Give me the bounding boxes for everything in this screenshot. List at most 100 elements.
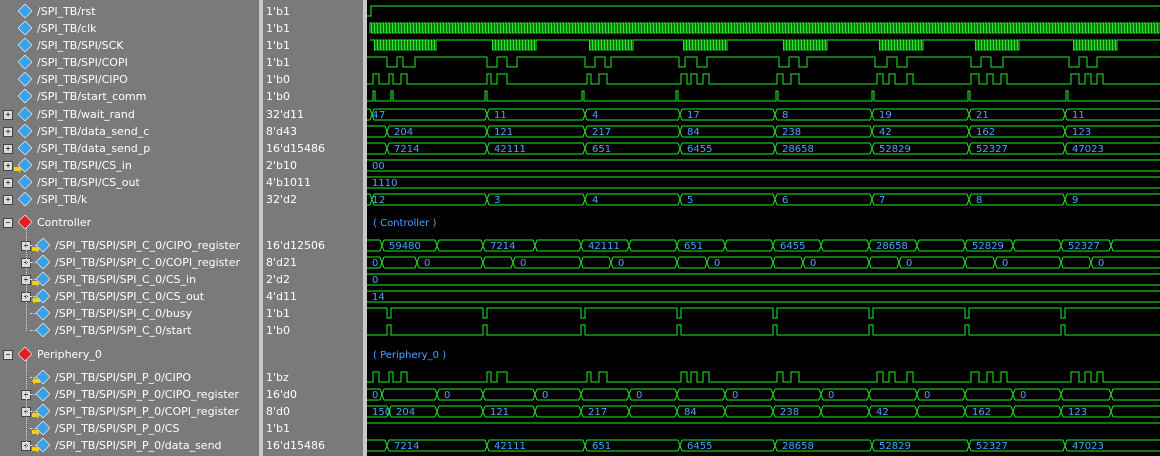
c-cs-in-bus-label: 0	[372, 275, 378, 286]
data-send-p-bus-label: 651	[592, 144, 611, 155]
p-cipo-wave	[367, 371, 1160, 383]
data-send-p-bus-edge	[869, 142, 875, 155]
signal-name[interactable]: /SPI_TB/SPI/CS_out	[37, 176, 140, 189]
expand-icon[interactable]: +	[3, 144, 13, 154]
signal-name[interactable]: /SPI_TB/SPI/CS_in	[37, 159, 132, 172]
signal-name[interactable]: /SPI_TB/SPI/SPI_C_0/CS_in	[55, 273, 197, 286]
data-send-p-bus-edge	[677, 142, 683, 155]
group-name[interactable]: Periphery_0	[37, 348, 102, 361]
signal-name[interactable]: /SPI_TB/SPI/SPI_C_0/CS_out	[55, 290, 205, 303]
signal-value: 1'b1	[266, 56, 291, 69]
signal-name[interactable]: /SPI_TB/SPI/SCK	[37, 39, 124, 52]
signal-value: 16'd0	[266, 388, 298, 401]
k-bus-edge	[582, 193, 588, 206]
signal-name[interactable]: /SPI_TB/SPI/SPI_P_0/CS	[55, 422, 180, 435]
cipo-register-bus-label: 52829	[972, 241, 1004, 252]
wave-pane[interactable]: 4 7 11 4 17 8 19 21 11 204 121 217 84 238 42 162 123 7214…	[367, 0, 1160, 456]
cipo-register-bus-edge	[1010, 239, 1016, 252]
expand-icon[interactable]: +	[3, 127, 13, 137]
p-cipo-register-bus-label: 0	[542, 390, 548, 401]
signal-diamond-icon	[36, 323, 50, 337]
signal-value: 1'b1	[266, 307, 291, 320]
p-copi-register-bus-edge	[1108, 405, 1114, 418]
p-data-send-bus-label: 52327	[976, 441, 1008, 452]
data-send-c-bus-label: 123	[1072, 127, 1091, 138]
p-cipo-register-bus-label: 0	[372, 390, 378, 401]
pane-divider[interactable]	[259, 0, 263, 456]
signal-name[interactable]: /SPI_TB/start_comm	[37, 90, 147, 103]
clk-wave	[369, 22, 1160, 34]
cipo-register-bus-label: 42111	[588, 241, 620, 252]
signal-value: 1'b1	[266, 22, 291, 35]
signal-name[interactable]: /SPI_TB/data_send_p	[37, 142, 151, 155]
copi-register-bus-edge	[866, 256, 872, 269]
wait-rand-bus-label: 7	[379, 110, 385, 121]
signal-name[interactable]: /SPI_TB/SPI/SPI_P_0/data_send	[55, 439, 222, 452]
p-cipo-register-bus-edge	[770, 388, 776, 401]
signal-name[interactable]: /SPI_TB/SPI/SPI_C_0/COPI_register	[55, 256, 240, 269]
copi-register-bus-label: 0	[810, 258, 816, 269]
copi-register-bus-edge	[510, 256, 516, 269]
collapse-icon[interactable]: −	[3, 350, 13, 360]
data-send-p-bus-label: 6455	[687, 144, 712, 155]
tree-connector	[30, 262, 38, 263]
k-bus-label: 2	[379, 195, 385, 206]
input-arrow-icon	[14, 165, 22, 173]
tree-connector	[30, 245, 38, 246]
signal-name[interactable]: /SPI_TB/SPI/SPI_P_0/CIPO_register	[55, 388, 239, 401]
signal-name[interactable]: /SPI_TB/SPI/SPI_P_0/COPI_register	[55, 405, 239, 418]
expand-icon[interactable]: +	[3, 195, 13, 205]
copi-register-bus-label: 0	[520, 258, 526, 269]
signal-name[interactable]: /SPI_TB/data_send_c	[37, 125, 150, 138]
signal-name[interactable]: /SPI_TB/SPI/SPI_C_0/CIPO_register	[55, 239, 240, 252]
start-comm-wave	[367, 90, 1160, 102]
k-bus-label: 7	[879, 195, 885, 206]
p-cipo-register-bus-edge	[626, 388, 632, 401]
signal-name[interactable]: /SPI_TB/SPI/COPI	[37, 56, 128, 69]
data-send-c-bus-edge	[966, 125, 972, 138]
signal-value: 8'd0	[266, 405, 291, 418]
signal-name[interactable]: /SPI_TB/SPI/SPI_C_0/busy	[55, 307, 193, 320]
data-send-p-bus-label: 42111	[494, 144, 526, 155]
p-data-send-bus-edge	[582, 439, 588, 452]
p-data-send-bus-label: 47023	[1072, 441, 1104, 452]
signal-name[interactable]: /SPI_TB/wait_rand	[37, 108, 135, 121]
cipo-register-bus-edge	[480, 239, 486, 252]
cipo-register-bus-label: 52327	[1068, 241, 1100, 252]
cipo-register-bus-label: 651	[684, 241, 703, 252]
signal-name[interactable]: /SPI_TB/SPI/CIPO	[37, 73, 128, 86]
signal-name[interactable]: /SPI_TB/clk	[37, 22, 97, 35]
collapse-icon[interactable]: −	[3, 218, 13, 228]
copi-register-bus-label: 0	[906, 258, 912, 269]
copi-register-bus-edge	[992, 256, 998, 269]
group-name[interactable]: Controller	[37, 216, 92, 229]
data-send-p-bus-edge	[1062, 142, 1068, 155]
k-bus-label: 8	[976, 195, 982, 206]
copi-register-bus-label: 0	[372, 258, 378, 269]
copi-register-bus-edge	[414, 256, 420, 269]
signal-name[interactable]: /SPI_TB/rst	[37, 5, 96, 18]
expand-icon[interactable]: +	[3, 161, 13, 171]
pane-divider[interactable]	[363, 0, 367, 456]
data-send-c-bus-label: 217	[592, 127, 611, 138]
p-cipo-register-bus-edge	[914, 388, 920, 401]
p-data-send-bus-edge	[772, 439, 778, 452]
expand-icon[interactable]: +	[3, 110, 13, 120]
p-cipo-register-bus-edge	[818, 388, 824, 401]
signal-name[interactable]: /SPI_TB/k	[37, 193, 88, 206]
p-data-send-bus-label: 52829	[879, 441, 911, 452]
p-cipo-register-bus-edge	[722, 388, 728, 401]
copi-register-bus-label: 0	[714, 258, 720, 269]
signal-name[interactable]: /SPI_TB/SPI/SPI_C_0/start	[55, 324, 192, 337]
signal-name[interactable]: /SPI_TB/SPI/SPI_P_0/CIPO	[55, 371, 192, 384]
copi-register-bus-label: 0	[1098, 258, 1104, 269]
signal-value: 16'd12506	[266, 239, 325, 252]
copi-wave	[367, 56, 1160, 68]
expand-icon[interactable]: +	[3, 178, 13, 188]
group-diamond-icon	[18, 347, 32, 361]
p-data-send-bus-label: 28658	[782, 441, 814, 452]
p-cipo-register-bus-label: 0	[732, 390, 738, 401]
p-copi-register-bus-edge	[1058, 405, 1064, 418]
